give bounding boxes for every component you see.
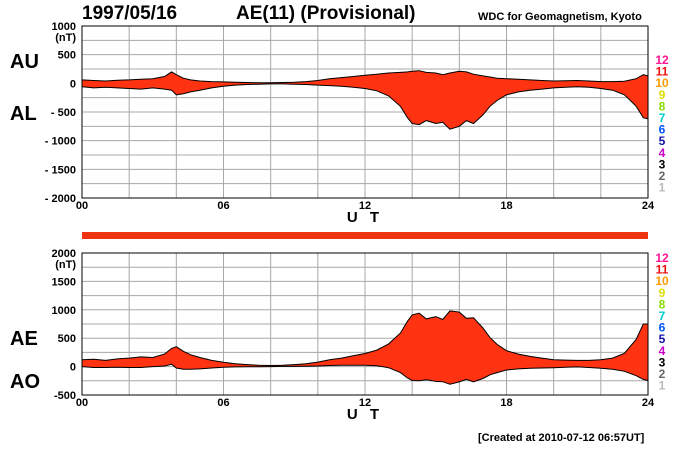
y-tick-label: 1000 [52, 21, 76, 33]
level-legend-label: 8 [659, 297, 666, 311]
level-legend-label: 4 [659, 344, 666, 358]
x-tick-label: 24 [642, 397, 655, 409]
series-line-au [81, 70, 649, 84]
level-legend-label: 9 [659, 88, 666, 102]
level-legend-label: 11 [656, 263, 669, 277]
x-axis-label: U T [347, 209, 383, 226]
level-legend-label: 5 [659, 332, 666, 346]
created-timestamp: [Created at 2010-07-12 06:57UT] [478, 432, 645, 444]
y-unit-label: (nT) [55, 32, 76, 44]
level-legend-label: 1 [659, 379, 666, 393]
level-legend-label: 2 [659, 367, 666, 381]
x-tick-label: 12 [359, 200, 371, 212]
level-legend-label: 5 [659, 134, 666, 148]
level-legend-label: 12 [655, 53, 669, 67]
level-legend-label: 10 [655, 76, 669, 90]
level-legend-label: 3 [659, 157, 666, 171]
level-legend-label: 9 [659, 286, 666, 300]
series-line-ae [81, 310, 648, 367]
level-legend-label: 3 [659, 355, 666, 369]
y-tick-label: - 500 [51, 107, 76, 119]
y-tick-label: - 1000 [45, 136, 76, 148]
y-tick-label: - 2000 [45, 193, 76, 205]
x-tick-label: 18 [500, 397, 512, 409]
level-legend-label: 12 [655, 251, 669, 265]
y-tick-label: 2000 [52, 248, 76, 260]
level-legend-label: 6 [659, 123, 666, 137]
area-fill-aeao [82, 310, 648, 385]
plot-frame [81, 25, 649, 199]
x-tick-label: 06 [217, 397, 229, 409]
au-label: AU [10, 51, 39, 73]
series-line-al [81, 83, 649, 130]
level-legend-label: 7 [659, 111, 666, 125]
x-tick-label: 12 [359, 397, 371, 409]
y-tick-label: 0 [70, 78, 76, 90]
y-tick-label: 500 [58, 50, 76, 62]
series-line-ao [81, 363, 649, 385]
y-tick-label: 1500 [52, 276, 76, 288]
y-tick-label: -500 [54, 390, 76, 402]
plot-frame [81, 252, 649, 396]
x-tick-label: 18 [500, 200, 512, 212]
level-legend-label: 10 [655, 274, 669, 288]
level-legend-label: 11 [656, 65, 669, 79]
level-legend-label: 1 [659, 181, 666, 195]
ae-label: AE [10, 328, 38, 350]
activity-level-bar [82, 232, 648, 239]
data-source: WDC for Geomagnetism, Kyoto [478, 11, 642, 23]
y-tick-label: 500 [58, 333, 76, 345]
x-tick-label: 00 [76, 200, 88, 212]
plot-title: AE(11) (Provisional) [236, 3, 416, 24]
area-fill-aual [82, 70, 648, 130]
level-legend-label: 6 [659, 321, 666, 335]
plot-date: 1997/05/16 [82, 3, 178, 24]
x-tick-label: 06 [217, 200, 229, 212]
al-label: AL [10, 103, 37, 125]
y-tick-label: 1000 [52, 305, 76, 317]
y-tick-label: - 1500 [45, 164, 76, 176]
level-legend-label: 7 [659, 309, 666, 323]
x-tick-label: 00 [76, 397, 88, 409]
ao-label: AO [10, 371, 40, 393]
level-legend-label: 4 [659, 146, 666, 160]
x-tick-label: 24 [642, 200, 655, 212]
y-tick-label: 0 [70, 362, 76, 374]
level-legend-label: 8 [659, 99, 666, 113]
y-unit-label: (nT) [55, 259, 76, 271]
x-axis-label: U T [347, 406, 383, 423]
level-legend-label: 2 [659, 169, 666, 183]
